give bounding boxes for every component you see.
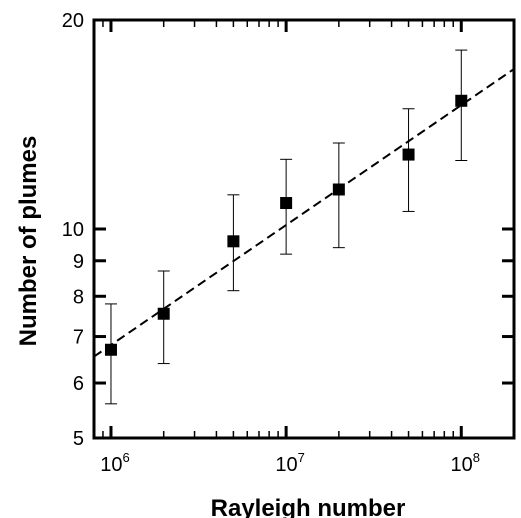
data-point	[280, 197, 293, 210]
x-tick-label: 108	[451, 450, 480, 476]
x-tick-base: 10	[451, 454, 473, 476]
fit-line	[93, 68, 515, 358]
x-tick-base: 10	[275, 454, 297, 476]
x-tick-exponent: 7	[298, 450, 305, 465]
data-point	[402, 148, 415, 161]
plot-frame	[92, 18, 516, 440]
y-tick-label: 20	[62, 10, 84, 32]
y-tick-label: 9	[73, 251, 84, 273]
data-point	[332, 183, 345, 196]
y-tick-label: 8	[73, 286, 84, 308]
data-markers	[104, 94, 468, 356]
x-tick-exponent: 6	[122, 450, 129, 465]
major-ticks	[94, 18, 514, 440]
y-tick-label: 5	[73, 428, 84, 450]
x-axis-title: Rayleigh number	[211, 495, 406, 518]
x-tick-label: 106	[100, 450, 129, 476]
y-tick-label: 7	[73, 327, 84, 349]
x-tick-base: 10	[100, 454, 122, 476]
data-point	[455, 94, 468, 107]
fit-line-layer	[93, 68, 515, 358]
y-tick-labels: 5 6 7 8 9 10 20	[62, 10, 84, 450]
x-tick-labels: 106 107 108	[100, 450, 480, 476]
data-point	[227, 235, 240, 248]
y-axis-title: Number of plumes	[15, 136, 42, 347]
x-tick-exponent: 8	[473, 450, 480, 465]
y-tick-label: 10	[62, 219, 84, 241]
minor-ticks	[93, 20, 515, 438]
x-tick-label: 107	[275, 450, 304, 476]
data-point	[157, 307, 170, 320]
y-tick-label: 6	[73, 373, 84, 395]
data-point	[104, 343, 117, 356]
error-bars	[104, 49, 468, 405]
